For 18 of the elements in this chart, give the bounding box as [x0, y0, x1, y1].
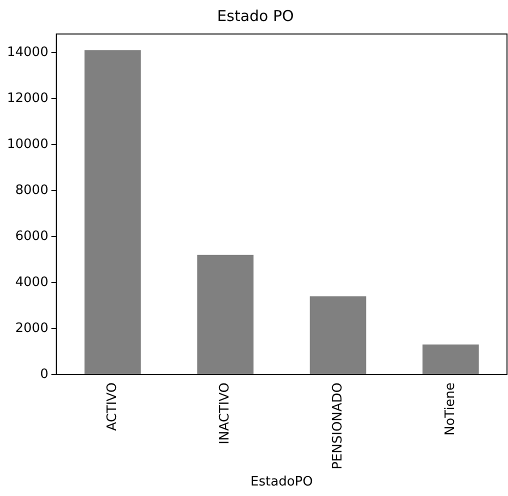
y-tick-label: 6000 [15, 228, 48, 244]
x-tick-label: INACTIVO [218, 382, 233, 444]
y-tick-label: 12000 [6, 90, 48, 106]
x-tick-label: ACTIVO [105, 382, 120, 431]
y-tick-label: 2000 [15, 320, 48, 336]
x-axis-title: EstadoPO [250, 474, 313, 490]
y-tick-label: 0 [40, 366, 48, 382]
y-tick-label: 10000 [6, 136, 48, 152]
y-tick-label: 4000 [15, 274, 48, 290]
y-tick-label: 14000 [6, 44, 48, 60]
bar [197, 254, 254, 374]
bar [84, 50, 141, 374]
bar [422, 344, 479, 374]
chart-title: Estado PO [217, 6, 294, 25]
y-tick-label: 8000 [15, 182, 48, 198]
bar [310, 296, 366, 374]
x-tick-label: NoTiene [443, 382, 458, 436]
x-tick-label: PENSIONADO [330, 382, 346, 470]
